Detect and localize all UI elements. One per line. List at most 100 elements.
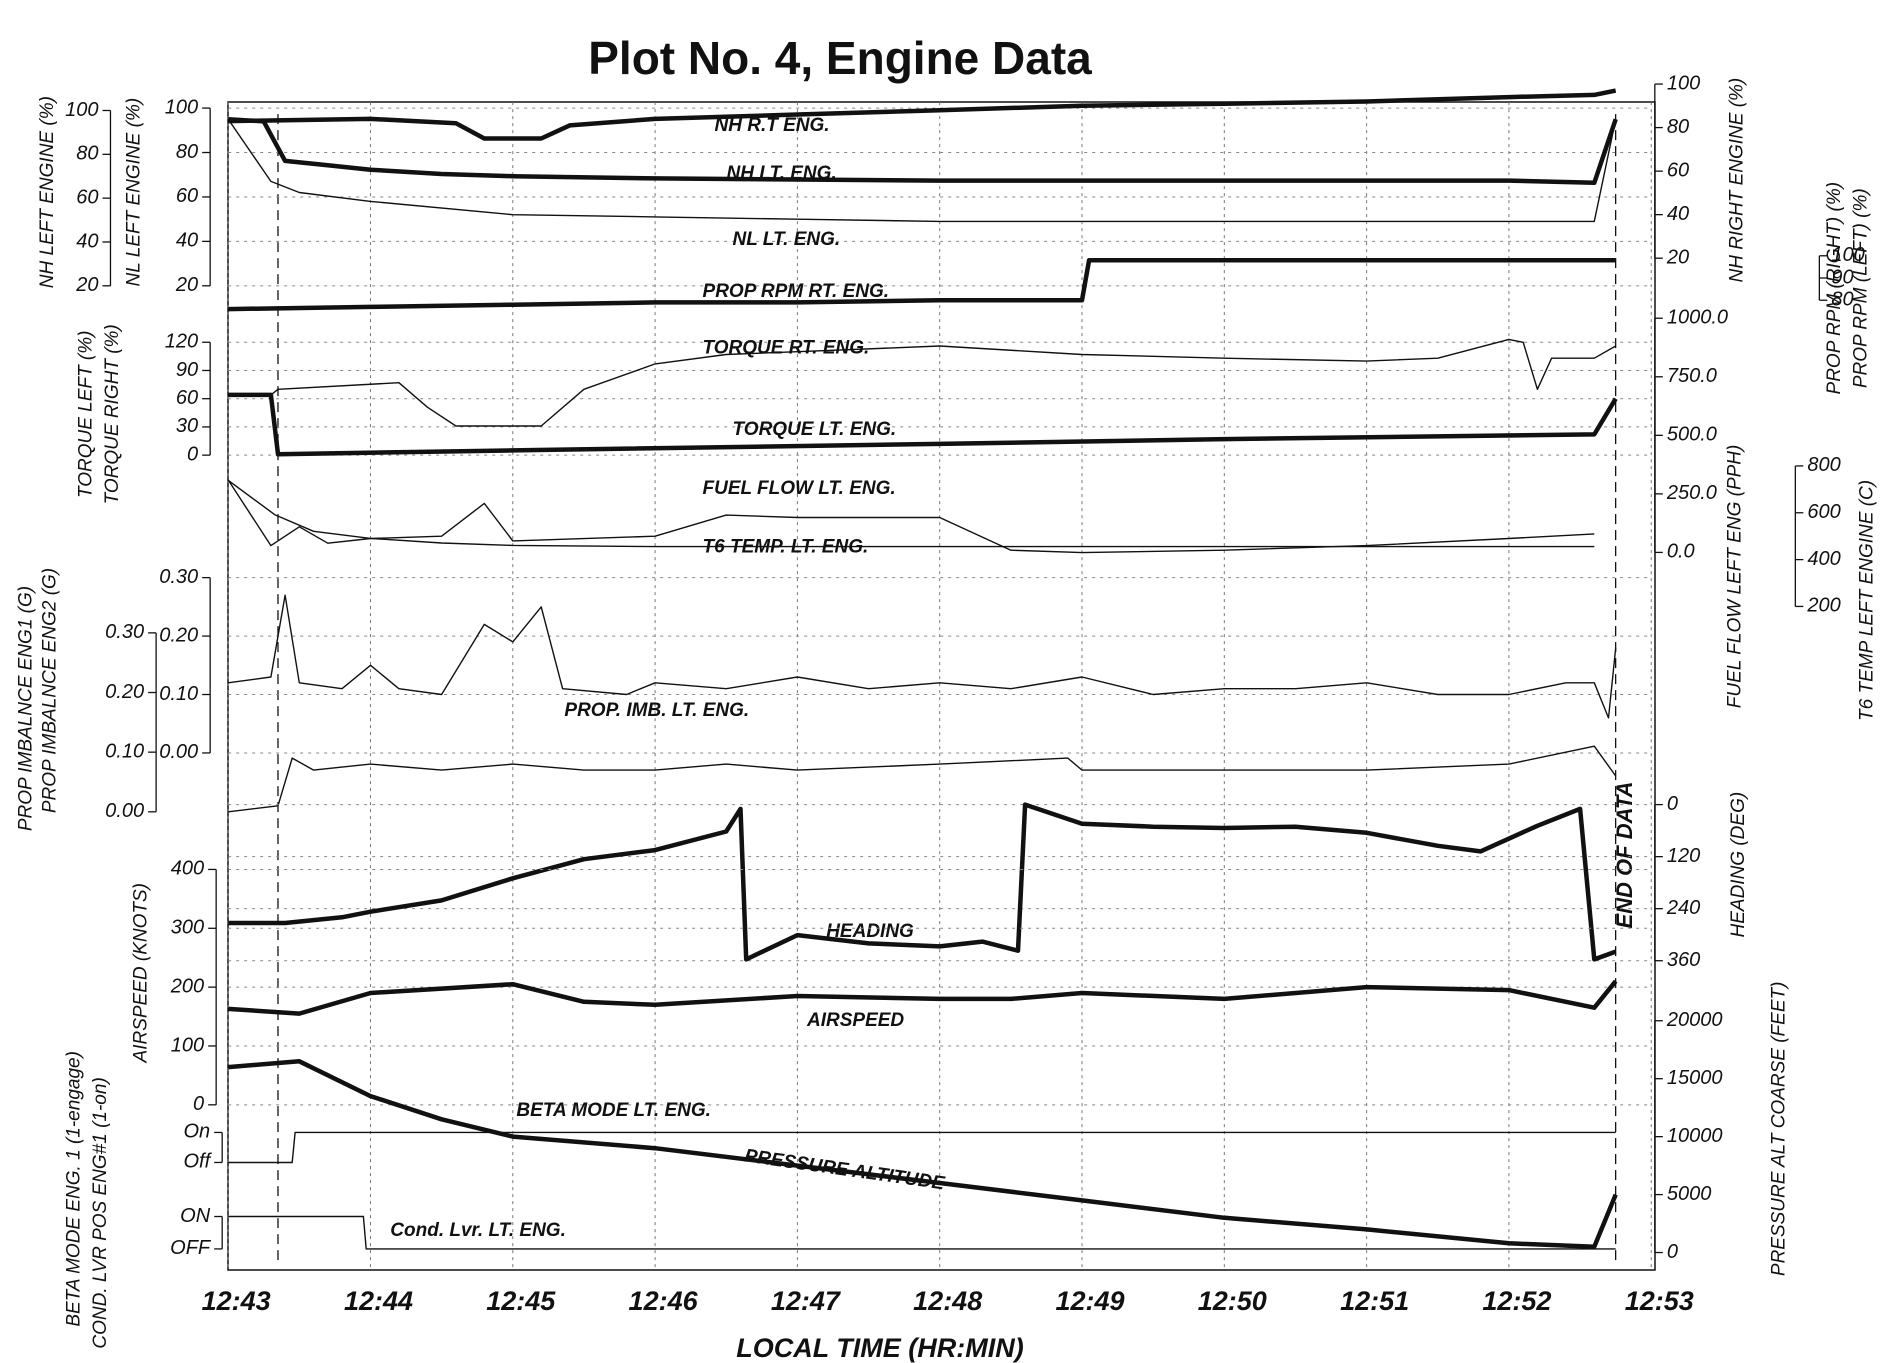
y-tick-label: 60 — [176, 387, 198, 409]
y-tick-label: 0.20 — [105, 681, 144, 703]
series-label: PROP RPM RT. ENG. — [703, 281, 890, 302]
y-axis-label: NH RIGHT ENGINE (%) — [1727, 78, 1748, 283]
x-axis-label: LOCAL TIME (HR:MIN) — [736, 1333, 1023, 1363]
y-tick-label: 600 — [1807, 501, 1840, 523]
series-label: T6 TEMP. LT. ENG. — [703, 537, 869, 558]
y-tick-label: 200 — [170, 975, 204, 997]
y-tick-label: OFF — [170, 1237, 212, 1259]
y-tick-label: 800 — [1807, 454, 1840, 476]
y-tick-label: 80 — [76, 143, 98, 165]
series-line — [228, 257, 1616, 312]
series-line — [227, 118, 1617, 223]
y-axis-label: FUEL FLOW LEFT ENG (PPH) — [1724, 445, 1745, 709]
series-label: NH LT. ENG. — [727, 163, 837, 184]
y-tick-label: 120 — [1667, 845, 1700, 867]
y-tick-label: 20 — [75, 274, 98, 296]
x-tick-label: 12:53 — [1625, 1286, 1694, 1316]
y-tick-label: 60 — [1667, 159, 1689, 181]
y-tick-label: 10000 — [1667, 1125, 1723, 1147]
series-line — [228, 1215, 1616, 1250]
y-axis-label: PROP RPM (RIGHT) (%) — [1824, 182, 1845, 395]
chart-title: Plot No. 4, Engine Data — [588, 32, 1092, 84]
y-tick-label: 0 — [1667, 793, 1678, 815]
y-axis-label: NL LEFT ENGINE (%) — [124, 98, 145, 287]
series-label: AIRSPEED — [806, 1010, 904, 1031]
y-tick-label: 20 — [1666, 246, 1689, 268]
y-tick-label: 100 — [1831, 244, 1864, 266]
y-tick-label: 0.00 — [159, 741, 198, 763]
y-axis-label: HEADING (DEG) — [1728, 792, 1749, 938]
series-label: TORQUE LT. ENG. — [733, 419, 897, 440]
y-tick-label: 90 — [176, 359, 198, 381]
y-tick-label: 0.20 — [159, 624, 198, 646]
series-label: BETA MODE LT. ENG. — [516, 1100, 711, 1121]
series-line — [228, 1131, 1616, 1164]
y-tick-label: 0 — [1667, 1241, 1678, 1263]
y-tick-label: 0.0 — [1667, 541, 1695, 563]
x-tick-label: 12:52 — [1482, 1286, 1551, 1316]
series-line — [228, 1059, 1618, 1249]
series-line — [228, 745, 1617, 813]
series-label: HEADING — [826, 921, 914, 942]
y-tick-label: 100 — [65, 99, 98, 121]
y-axis-label: PRESSURE ALT COARSE (FEET) — [1769, 982, 1790, 1277]
series-line — [228, 392, 1618, 457]
series-label: TORQUE RT. ENG. — [703, 337, 870, 358]
y-tick-label: 1000.0 — [1667, 307, 1728, 329]
x-tick-label: 12:46 — [629, 1286, 699, 1316]
series-label: PROP. IMB. LT. ENG. — [564, 700, 749, 721]
x-tick-label: 12:50 — [1198, 1286, 1267, 1316]
y-tick-label: 0 — [187, 443, 198, 465]
series-label: PRESSURE ALTITUDE — [743, 1146, 947, 1195]
series-line — [228, 594, 1617, 719]
y-tick-label: 90 — [1831, 266, 1853, 288]
y-tick-label: 100 — [1667, 72, 1700, 94]
x-tick-label: 12:45 — [486, 1286, 556, 1316]
y-tick-label: 30 — [176, 415, 198, 437]
y-tick-label: 250.0 — [1666, 482, 1717, 504]
y-axis-label: AIRSPEED (KNOTS) — [131, 883, 152, 1063]
y-axis-label: TORQUE LEFT (%) — [75, 331, 96, 499]
y-tick-label: 0.00 — [105, 800, 144, 822]
x-tick-label: 12:51 — [1340, 1286, 1409, 1316]
series-line — [228, 979, 1618, 1016]
series-line — [228, 116, 1618, 186]
y-tick-label: 300 — [171, 917, 204, 939]
y-tick-label: 120 — [165, 331, 198, 353]
y-tick-label: 0.30 — [105, 621, 144, 643]
y-tick-label: 40 — [176, 230, 198, 252]
series-label: FUEL FLOW LT. ENG. — [703, 478, 896, 499]
y-tick-label: Off — [183, 1151, 212, 1173]
y-axis-label: TORQUE RIGHT (%) — [102, 324, 123, 504]
y-tick-label: 40 — [1667, 203, 1689, 225]
series-line — [228, 88, 1617, 141]
y-tick-label: 20000 — [1666, 1009, 1723, 1031]
y-axis-label: NH LEFT ENGINE (%) — [37, 96, 58, 288]
y-tick-label: 0.10 — [105, 740, 144, 762]
y-tick-label: 400 — [171, 858, 204, 880]
y-tick-label: 5000 — [1667, 1183, 1712, 1205]
series-line — [227, 479, 1595, 548]
y-tick-label: 60 — [76, 186, 98, 208]
y-tick-label: 80 — [176, 141, 198, 163]
series-line — [228, 802, 1617, 962]
y-tick-label: 40 — [76, 230, 98, 252]
series-label: NL LT. ENG. — [733, 229, 841, 250]
y-axis-label: PROP RPM (LEFT) (%) — [1850, 188, 1871, 388]
y-tick-label: 200 — [1806, 595, 1840, 617]
y-tick-label: 100 — [165, 96, 198, 118]
y-axis-label: T6 TEMP LEFT ENGINE (C) — [1856, 480, 1877, 721]
y-axis-label: PROP IMBALNCE ENG1 (G) — [15, 586, 36, 831]
y-tick-label: 0.30 — [159, 566, 198, 588]
y-tick-label: 100 — [171, 1034, 204, 1056]
x-tick-label: 12:43 — [202, 1286, 271, 1316]
y-tick-label: 80 — [1667, 116, 1689, 138]
plot-frame — [227, 101, 1656, 1271]
y-tick-label: 400 — [1807, 548, 1840, 570]
y-tick-label: 0 — [193, 1093, 204, 1115]
y-tick-label: 60 — [176, 185, 198, 207]
y-tick-label: 15000 — [1667, 1067, 1723, 1089]
y-axis-label: BETA MODE ENG. 1 (1-engage) — [63, 1051, 84, 1327]
y-tick-label: 0.10 — [159, 683, 198, 705]
